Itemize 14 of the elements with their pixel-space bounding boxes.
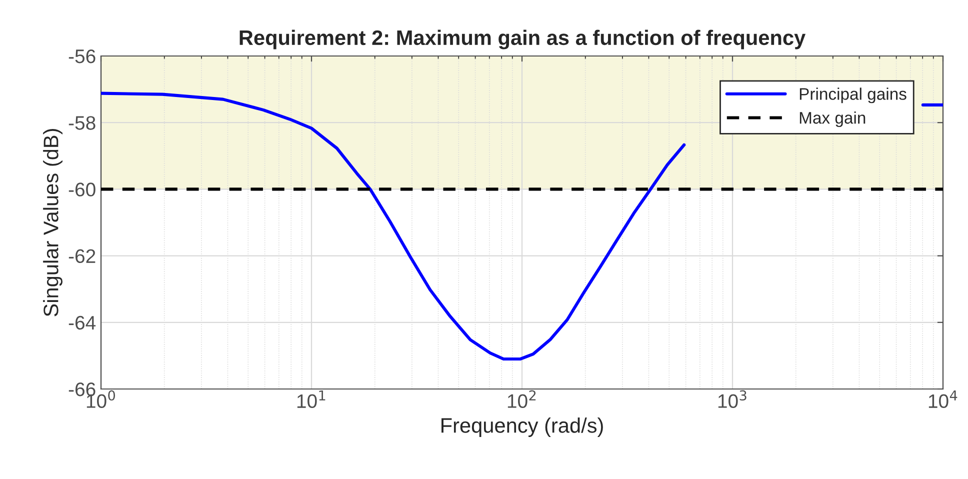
chart-title: Requirement 2: Maximum gain as a function of frequency <box>240 30 806 50</box>
x-tick-label: 10$^{4}$ <box>928 390 958 408</box>
y-tick-label: -64 <box>68 316 96 330</box>
y-tick-label: -56 <box>68 49 96 64</box>
legend-label: Max gain <box>800 112 866 128</box>
x-tick-label: 10$^{3}$ <box>718 390 746 408</box>
y-axis-title: Singular Values (dB) <box>43 129 62 316</box>
legend-label: Principal gains <box>800 88 906 104</box>
x-axis-title: Frequency (rad/s) <box>442 418 603 437</box>
y-tick-label: -58 <box>68 116 96 130</box>
y-tick-label: -60 <box>68 182 96 196</box>
x-tick-label: 10$^{1}$ <box>297 390 326 408</box>
y-tick-label: -62 <box>68 249 96 264</box>
x-tick-label: 10$^{2}$ <box>508 390 536 408</box>
